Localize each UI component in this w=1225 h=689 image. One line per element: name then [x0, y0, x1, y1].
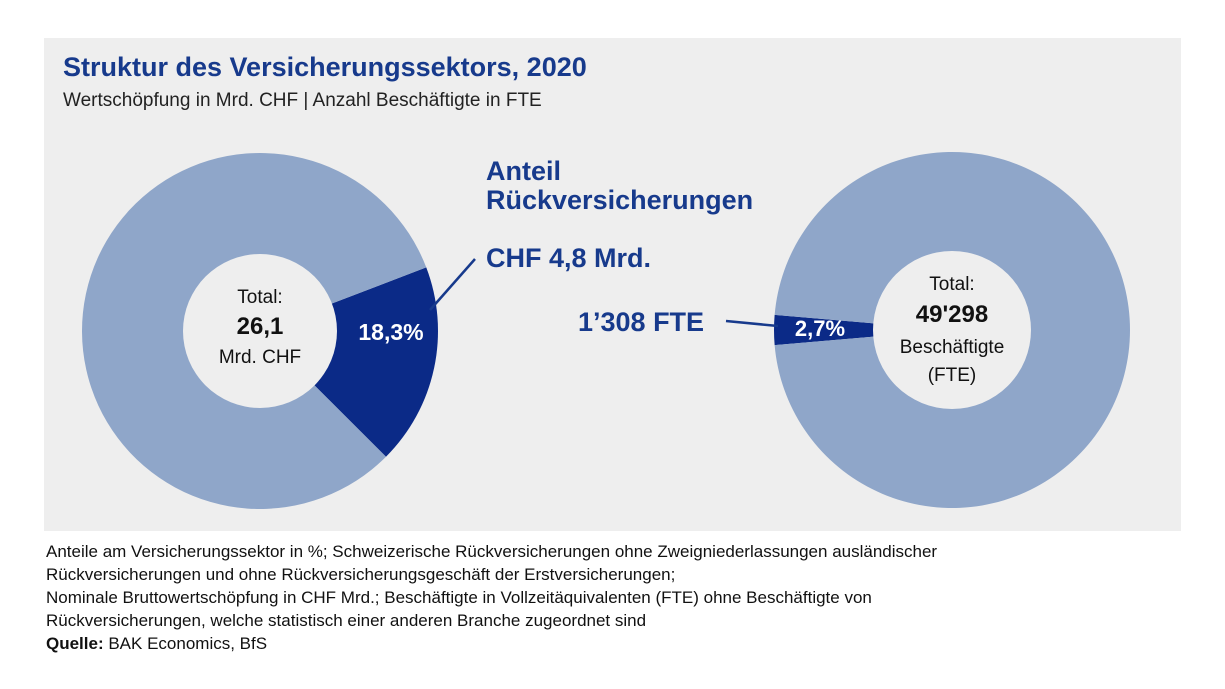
donut-employees: Total: 49'298 Beschäftigte (FTE) 2,7% [774, 151, 1130, 509]
middle-label-line2: Rückversicherungen [486, 185, 753, 215]
source-line: Quelle: BAK Economics, BfS [46, 632, 1186, 655]
donut-value-added-hole [183, 254, 337, 408]
chart-subtitle: Wertschöpfung in Mrd. CHF | Anzahl Besch… [63, 90, 542, 111]
donut-value-added-unit: Mrd. CHF [219, 347, 301, 368]
callout-value-added: CHF 4,8 Mrd. [486, 243, 651, 273]
donut-employees-unit: Beschäftigte [900, 337, 1005, 358]
footnote-line-1: Anteile am Versicherungssektor in %; Sch… [46, 542, 938, 561]
source-label: Quelle: [46, 634, 104, 653]
donut-employees-center-label: Total: [929, 274, 974, 295]
donut-employees-slice-label: 2,7% [795, 316, 845, 341]
footnote-line-3: Nominale Bruttowertschöpfung in CHF Mrd.… [46, 588, 872, 607]
chart-title: Struktur des Versicherungssektors, 2020 [63, 52, 587, 82]
callout-value-added-leader [429, 258, 476, 311]
footnotes: Anteile am Versicherungssektor in %; Sch… [46, 540, 1186, 655]
donut-employees-hole [873, 251, 1031, 409]
donut-value-added: Total: 26,1 Mrd. CHF 18,3% [82, 153, 438, 510]
callout-employees-leader [725, 319, 779, 328]
donut-employees-unit-suffix: (FTE) [928, 365, 977, 386]
callout-employees: 1’308 FTE [578, 307, 704, 337]
donut-value-added-center-label: Total: [237, 287, 282, 308]
donut-employees-total: 49'298 [916, 301, 988, 328]
donut-value-added-total: 26,1 [237, 313, 284, 340]
source-text: BAK Economics, BfS [103, 634, 268, 653]
middle-label-line1: Anteil [486, 156, 561, 186]
donut-value-added-slice-label: 18,3% [358, 319, 423, 345]
footnote-line-4: Rückversicherungen, welche statistisch e… [46, 611, 647, 630]
donut-employees-slice-reinsurance [774, 314, 952, 346]
footnote-line-2: Rückversicherungen und ohne Rückversiche… [46, 565, 676, 584]
